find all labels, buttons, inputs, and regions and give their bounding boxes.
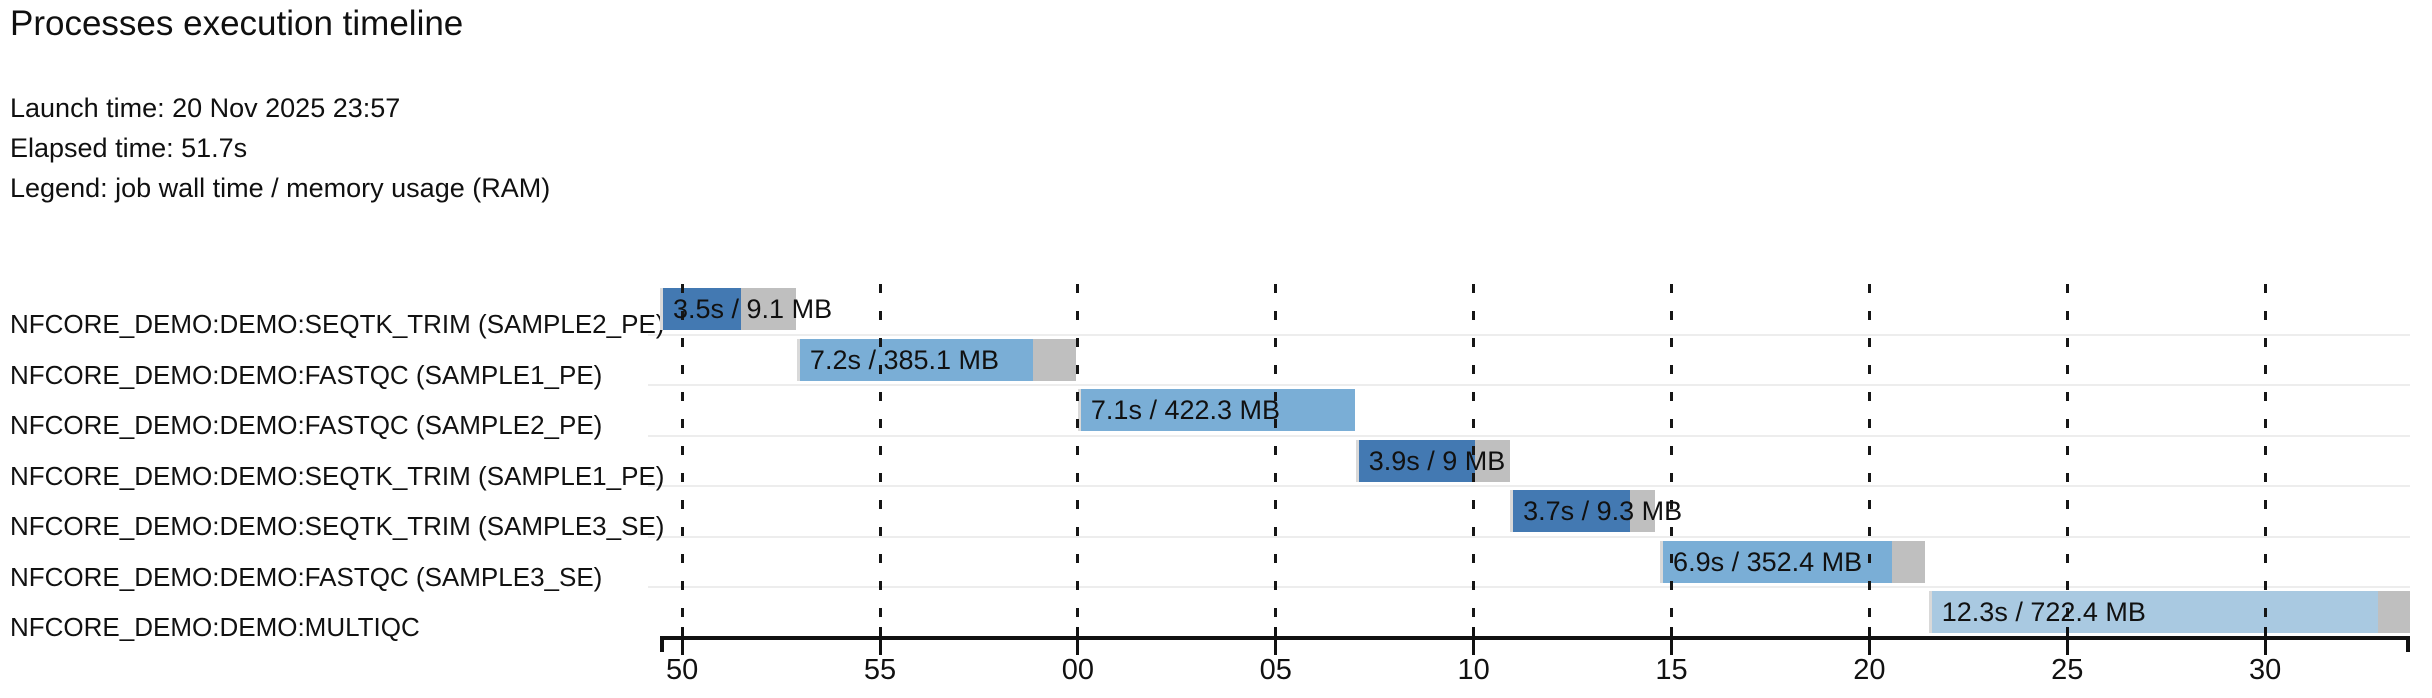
x-axis-tick-label: 00 <box>1061 654 1095 686</box>
task-bar-left-edge <box>1355 439 1359 482</box>
task-bar-memory-tail[interactable] <box>2377 591 2410 634</box>
task-bar-label: 3.9s / 9 MB <box>1368 445 1506 476</box>
x-axis-tick-label: 20 <box>1853 654 1886 686</box>
x-axis-tick <box>2065 627 2069 655</box>
task-row-label: NFCORE_DEMO:DEMO:FASTQC (SAMPLE2_PE) <box>10 410 603 441</box>
task-bar[interactable] <box>660 288 742 330</box>
task-bar-label: 3.7s / 9.3 MB <box>1523 496 1683 527</box>
task-bar-left-edge <box>1510 490 1514 533</box>
gridline <box>1076 284 1080 638</box>
task-bar-left-edge <box>796 338 800 381</box>
row-separator <box>648 535 2410 538</box>
x-axis-tick <box>878 627 882 655</box>
task-bar-memory-tail[interactable] <box>1474 439 1511 482</box>
task-bar-left-edge <box>1077 389 1081 432</box>
x-axis-tick <box>1076 627 1080 655</box>
gridline <box>2065 284 2069 638</box>
x-axis-tick <box>2263 627 2267 655</box>
task-bar[interactable] <box>1660 540 1892 583</box>
report-meta: Launch time: 20 Nov 2025 23:57 Elapsed t… <box>10 88 550 208</box>
task-row-label: NFCORE_DEMO:DEMO:SEQTK_TRIM (SAMPLE2_PE) <box>10 309 665 339</box>
task-bar-label: 7.2s / 385.1 MB <box>809 344 1000 375</box>
task-bar-memory-tail[interactable] <box>1032 338 1076 381</box>
gridline <box>1670 284 1674 638</box>
x-axis-left-end <box>660 636 664 652</box>
task-bar-memory-tail[interactable] <box>741 288 797 330</box>
task-bar[interactable] <box>796 338 1033 381</box>
row-separator <box>648 485 2410 488</box>
task-bar-memory-tail[interactable] <box>1629 490 1655 533</box>
x-axis-tick-label: 15 <box>1655 654 1688 686</box>
task-bar[interactable] <box>1510 490 1630 533</box>
gridline <box>1867 284 1871 638</box>
task-bar-label: 6.9s / 352.4 MB <box>1673 546 1863 577</box>
page-title: Processes execution timeline <box>10 4 464 43</box>
x-axis-right-end <box>2406 636 2410 652</box>
gridline <box>1274 284 1278 638</box>
task-row-label: NFCORE_DEMO:DEMO:MULTIQC <box>10 612 420 643</box>
task-bar-left-edge <box>1928 591 1932 634</box>
x-axis-tick <box>1472 627 1476 655</box>
task-row-label: NFCORE_DEMO:DEMO:FASTQC (SAMPLE1_PE) <box>10 359 603 390</box>
row-separator <box>648 384 2410 387</box>
task-row-label: NFCORE_DEMO:DEMO:SEQTK_TRIM (SAMPLE3_SE) <box>10 511 665 542</box>
row-separator <box>648 434 2410 437</box>
legend-line: Legend: job wall time / memory usage (RA… <box>10 173 551 203</box>
row-separator <box>648 333 2410 336</box>
task-bar[interactable] <box>1077 389 1355 432</box>
x-axis-tick-label: 25 <box>2051 654 2084 686</box>
task-bar[interactable] <box>1928 591 2378 634</box>
x-axis-tick-label: 30 <box>2249 654 2282 686</box>
x-axis-tick <box>1274 627 1278 655</box>
x-axis-tick-label: 05 <box>1259 654 1292 686</box>
x-axis-line <box>660 636 2410 640</box>
task-bar-left-edge <box>1660 540 1664 583</box>
x-axis-tick-label: 50 <box>666 654 699 686</box>
launch-time-line: Launch time: 20 Nov 2025 23:57 <box>10 93 401 123</box>
task-bar-left-edge <box>660 288 663 330</box>
task-row-label: NFCORE_DEMO:DEMO:FASTQC (SAMPLE3_SE) <box>10 561 603 592</box>
x-axis-tick-label: 55 <box>863 654 897 686</box>
x-axis-tick <box>1670 627 1674 655</box>
elapsed-time-line: Elapsed time: 51.7s <box>10 133 248 163</box>
task-bar-memory-tail[interactable] <box>1891 540 1925 583</box>
x-axis-tick <box>1867 627 1871 655</box>
gridline <box>1472 284 1476 638</box>
x-axis-tick <box>680 627 684 655</box>
row-separator <box>648 586 2410 589</box>
task-bar-label: 3.5s / 9.1 MB <box>673 294 833 324</box>
gridline <box>878 284 882 638</box>
x-axis-tick-label: 10 <box>1457 654 1490 686</box>
gridline <box>680 284 684 638</box>
task-bar-label: 12.3s / 722.4 MB <box>1941 597 2146 628</box>
task-bar[interactable] <box>1355 439 1475 482</box>
task-bar-label: 7.1s / 422.3 MB <box>1090 395 1281 426</box>
gridline <box>2263 284 2267 638</box>
task-row-label: NFCORE_DEMO:DEMO:SEQTK_TRIM (SAMPLE1_PE) <box>10 460 665 491</box>
